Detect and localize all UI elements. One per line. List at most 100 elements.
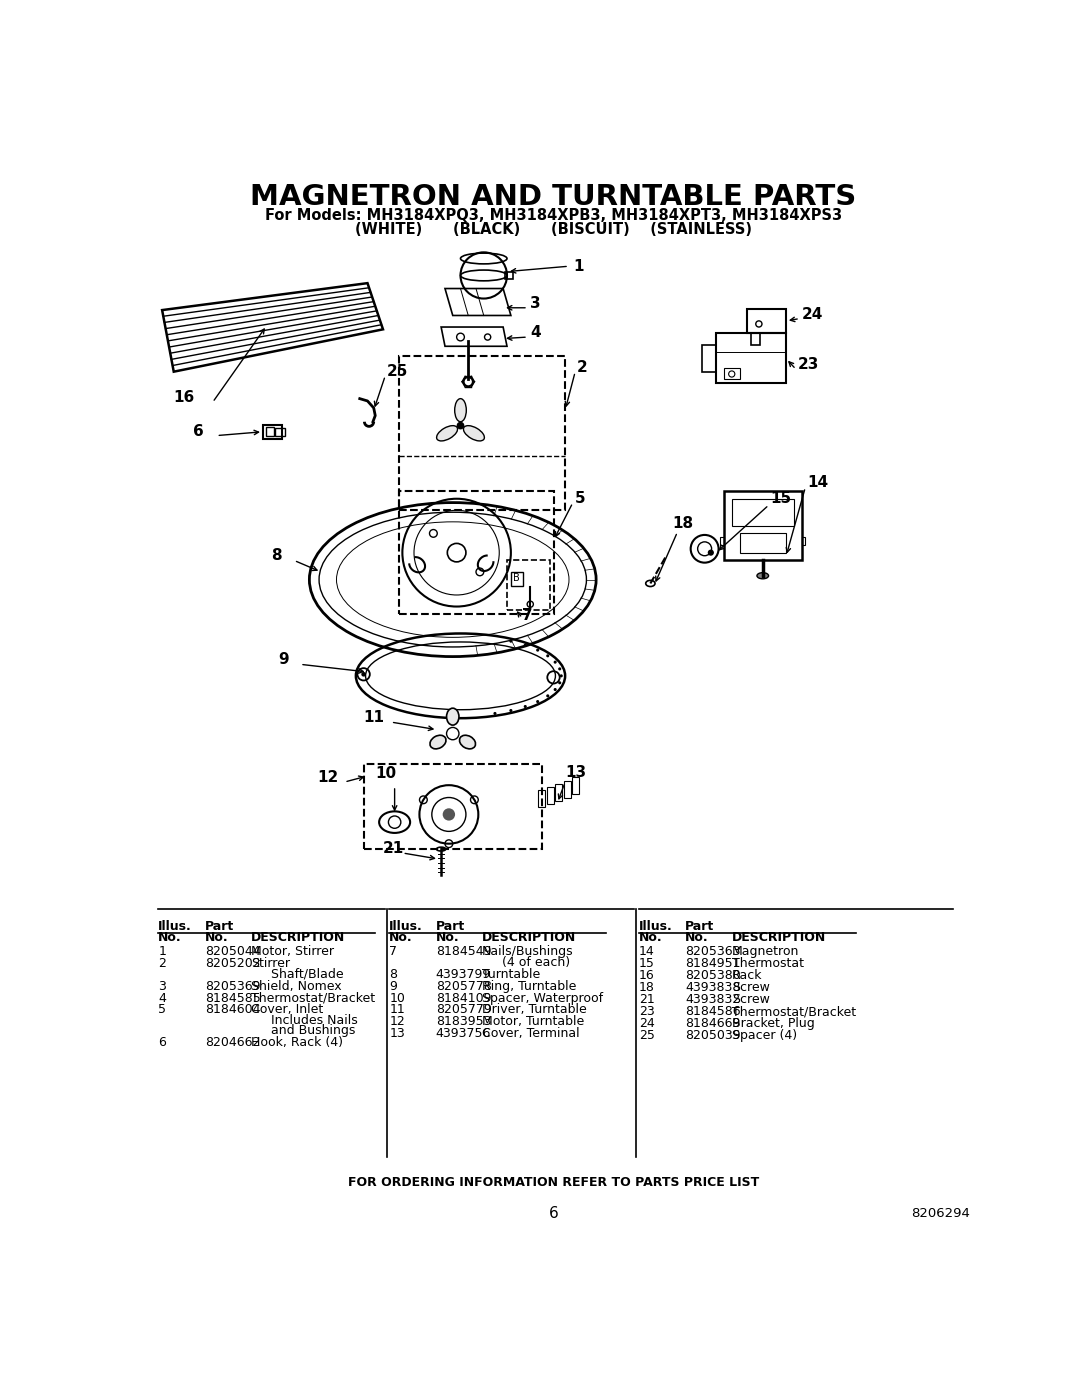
Text: 6: 6 [193,423,204,439]
Text: 4393838: 4393838 [685,981,741,995]
Text: 14: 14 [638,946,654,958]
Text: Ring, Turntable: Ring, Turntable [482,979,577,993]
Ellipse shape [430,735,446,749]
Ellipse shape [455,398,467,422]
Bar [716,334,786,383]
Text: 4393756: 4393756 [435,1027,491,1041]
Circle shape [510,708,512,712]
Circle shape [443,809,455,820]
Text: 21: 21 [383,841,404,856]
Text: 9: 9 [279,652,289,668]
Text: DESCRIPTION: DESCRIPTION [252,930,346,944]
Bar [511,571,524,585]
Text: Illus.: Illus. [389,921,423,933]
Circle shape [457,422,464,429]
Text: 8205202: 8205202 [205,957,260,971]
Text: Cover, Terminal: Cover, Terminal [482,1027,580,1041]
Text: Screw: Screw [732,993,770,1006]
Text: Nails/Bushings: Nails/Bushings [482,946,573,958]
Text: Driver, Turntable: Driver, Turntable [482,1003,586,1017]
Text: 8184109: 8184109 [435,992,491,1004]
Text: No.: No. [205,930,228,944]
Text: 8184669: 8184669 [685,1017,741,1030]
Text: DESCRIPTION: DESCRIPTION [482,930,577,944]
Bar [505,271,513,279]
Ellipse shape [459,735,475,749]
Circle shape [554,687,556,692]
Bar [724,367,740,380]
Text: 8184585: 8184585 [205,992,260,1004]
Text: 8: 8 [389,968,397,981]
Text: Part: Part [685,921,715,933]
Circle shape [524,644,527,647]
Text: Stirrer: Stirrer [252,957,291,971]
Text: 8183953: 8183953 [435,1016,491,1028]
Text: 6: 6 [549,1206,558,1221]
Text: Shaft/Blade: Shaft/Blade [252,968,343,981]
Text: 1: 1 [159,946,166,958]
Text: 11: 11 [389,1003,405,1017]
Bar [572,778,579,795]
Text: DESCRIPTION: DESCRIPTION [732,930,826,944]
Text: Includes Nails: Includes Nails [252,1014,357,1027]
Text: 3: 3 [530,296,541,310]
Text: FOR ORDERING INFORMATION REFER TO PARTS PRICE LIST: FOR ORDERING INFORMATION REFER TO PARTS … [348,1176,759,1189]
Bar [262,425,282,439]
Text: 13: 13 [565,766,586,781]
Circle shape [524,705,527,708]
Text: Cover, Inlet: Cover, Inlet [252,1003,324,1017]
Bar [564,781,570,798]
Ellipse shape [463,426,485,441]
Text: 25: 25 [387,363,408,379]
Text: Spacer (4): Spacer (4) [732,1028,797,1042]
Text: 8: 8 [271,549,281,563]
Circle shape [362,672,366,676]
Bar [747,309,786,334]
Circle shape [536,648,539,651]
Text: 8184549: 8184549 [435,946,491,958]
Text: Spacer, Waterproof: Spacer, Waterproof [482,992,604,1004]
Text: 13: 13 [389,1027,405,1041]
Bar [275,427,284,436]
Bar [538,789,545,806]
Text: 6: 6 [159,1037,166,1049]
Text: (WHITE)      (BLACK)      (BISCUIT)    (STAINLESS): (WHITE) (BLACK) (BISCUIT) (STAINLESS) [355,222,752,236]
Text: 3: 3 [159,979,166,993]
Bar [507,560,550,610]
Circle shape [446,728,459,740]
Bar [555,784,562,800]
Text: No.: No. [159,930,181,944]
Text: 8205369: 8205369 [205,979,260,993]
Text: 4393799: 4393799 [435,968,491,981]
Text: 9: 9 [389,979,397,993]
Circle shape [494,712,497,715]
Text: Screw: Screw [732,981,770,995]
Text: Turntable: Turntable [482,968,540,981]
Text: For Models: MH3184XPQ3, MH3184XPB3, MH3184XPT3, MH3184XPS3: For Models: MH3184XPQ3, MH3184XPB3, MH31… [265,208,842,224]
Circle shape [510,640,512,643]
Text: 12: 12 [389,1016,405,1028]
Text: Shield, Nomex: Shield, Nomex [252,979,342,993]
Text: B: B [513,573,519,583]
Bar [724,490,801,560]
Text: 11: 11 [364,710,384,725]
Text: 10: 10 [389,992,405,1004]
Bar [720,538,724,545]
Text: 23: 23 [638,1004,654,1018]
Text: Hook, Rack (4): Hook, Rack (4) [252,1037,343,1049]
Text: 8205380: 8205380 [685,970,741,982]
Text: Thermostat/Bracket: Thermostat/Bracket [732,1004,855,1018]
Text: 14: 14 [808,475,828,490]
Text: Motor, Stirrer: Motor, Stirrer [252,946,334,958]
Text: 4: 4 [530,326,541,339]
Text: Thermostat/Bracket: Thermostat/Bracket [252,992,376,1004]
Text: 25: 25 [638,1028,654,1042]
Text: Illus.: Illus. [638,921,673,933]
Text: No.: No. [638,930,662,944]
Text: No.: No. [685,930,708,944]
Text: 8205363: 8205363 [685,946,741,958]
Text: 15: 15 [770,490,792,506]
Bar [546,787,554,803]
Text: 8206294: 8206294 [912,1207,971,1220]
Text: Thermostat: Thermostat [732,957,804,971]
